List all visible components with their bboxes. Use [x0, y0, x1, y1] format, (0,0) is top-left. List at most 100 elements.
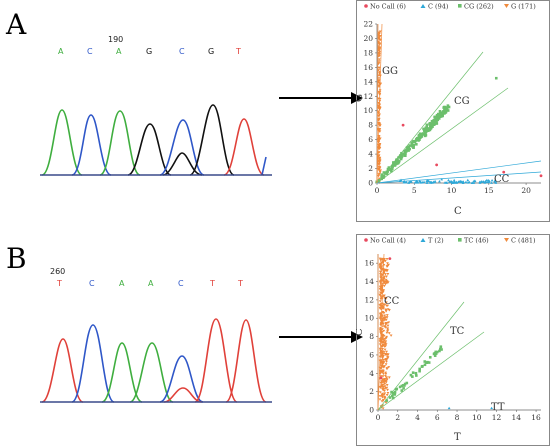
point-c: [386, 388, 389, 392]
point-c: [384, 301, 388, 304]
point-c: [379, 375, 383, 378]
genotype-scatter-b: No Call (4) T (2) TC (46) C (481) 0 2 4 6 8 1…: [356, 234, 550, 446]
point-tc: [435, 350, 439, 354]
point-tc: [425, 361, 428, 364]
points-b: [378, 257, 494, 410]
point-c: [378, 307, 382, 310]
point-g: [377, 151, 381, 154]
x-tick-label: 10: [472, 413, 482, 422]
legend-marker-c: [504, 238, 509, 242]
point-g: [377, 77, 381, 80]
point-cg: [435, 122, 439, 125]
point-g: [377, 74, 381, 77]
point-c: [379, 270, 382, 274]
point-tc: [388, 396, 392, 399]
point-c: [380, 328, 384, 331]
point-cg: [424, 131, 427, 135]
y-axis-label: G: [356, 94, 365, 102]
point-tc: [403, 382, 407, 386]
peak-t: [223, 118, 265, 176]
point-tc: [394, 388, 398, 391]
base-call: A: [148, 279, 154, 288]
y-tick-label: 2: [368, 164, 373, 173]
point-cg: [424, 126, 428, 130]
base-call: G: [146, 47, 153, 56]
point-cg: [419, 136, 422, 140]
point-c: [425, 181, 429, 184]
point-c: [384, 308, 387, 311]
point-c: [380, 273, 383, 276]
point-c: [490, 181, 493, 184]
y-tick-label: 12: [364, 295, 374, 304]
point-g: [377, 154, 381, 157]
point-c: [384, 318, 388, 322]
point-g: [377, 173, 381, 176]
point-tc: [411, 371, 415, 374]
point-cg: [430, 122, 434, 126]
point-cg: [424, 133, 428, 137]
point-c: [485, 180, 489, 184]
point-tc: [438, 349, 441, 353]
point-cg: [395, 161, 398, 164]
point-cg: [494, 76, 498, 80]
point-c: [380, 285, 383, 289]
point-c: [383, 397, 387, 400]
y-tick-label: 16: [363, 63, 373, 72]
point-c: [381, 344, 385, 348]
point-c: [430, 181, 434, 184]
x-tick-label: 2: [395, 413, 400, 422]
base-call: T: [210, 279, 215, 288]
point-c: [432, 180, 436, 183]
point-c: [384, 273, 387, 276]
point-nocall: [401, 123, 405, 127]
legend-label: C (481): [511, 237, 536, 245]
point-c: [385, 353, 389, 357]
point-c: [387, 332, 391, 335]
peak-g: [189, 104, 235, 176]
peak-a: [129, 342, 174, 403]
y-tick-label: 6: [369, 350, 374, 359]
point-c: [386, 355, 389, 359]
point-cg: [382, 171, 386, 174]
y-tick-label: 14: [364, 277, 374, 286]
point-c: [379, 281, 383, 284]
point-cg: [396, 161, 400, 165]
point-c: [385, 376, 388, 379]
point-cg: [435, 113, 439, 117]
position-label-b: 260: [50, 267, 66, 276]
point-c: [485, 178, 489, 182]
point-c: [387, 309, 391, 312]
point-cg: [434, 118, 438, 122]
point-nocall: [435, 163, 439, 167]
point-cg: [389, 167, 392, 171]
point-c: [381, 356, 384, 360]
point-c: [383, 395, 387, 399]
legend-marker-c: [420, 4, 426, 8]
peak-c: [71, 324, 115, 403]
point-cg: [444, 111, 448, 114]
point-cg: [380, 173, 384, 176]
legend-marker-t: [420, 238, 426, 242]
point-c: [381, 355, 385, 358]
point-c: [454, 180, 458, 184]
point-c: [385, 377, 389, 381]
legend-a: No Call (6) C (94) CG (262) G (171): [364, 3, 536, 11]
point-cg: [393, 164, 397, 167]
point-c: [383, 382, 387, 386]
x-tick-label: 8: [455, 413, 460, 422]
point-tc: [393, 390, 397, 394]
point-c: [383, 392, 387, 395]
point-c: [386, 262, 389, 265]
point-c: [382, 312, 386, 315]
point-c: [386, 327, 390, 330]
point-nocall: [388, 257, 392, 260]
x-tick-label: 15: [484, 186, 494, 195]
point-c: [466, 181, 470, 184]
point-c: [378, 398, 382, 401]
point-c: [380, 262, 384, 265]
cluster-lines-b: [377, 301, 485, 411]
point-nocall: [539, 174, 543, 178]
point-c: [384, 297, 388, 300]
peak-c: [159, 355, 204, 403]
cluster-label: CG: [454, 96, 470, 107]
